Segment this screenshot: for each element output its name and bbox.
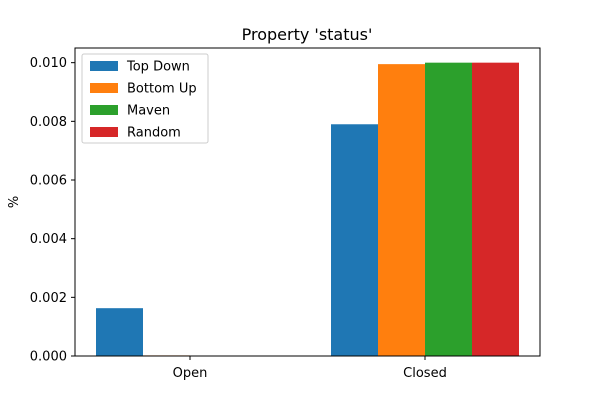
- y-tick-label: 0.002: [30, 291, 67, 306]
- x-tick-label: Closed: [403, 366, 447, 381]
- legend-label: Bottom Up: [127, 82, 197, 97]
- legend-swatch: [90, 127, 118, 137]
- bar-top-down-open: [96, 308, 143, 356]
- y-tick-label: 0.000: [30, 350, 67, 365]
- y-tick-label: 0.010: [30, 56, 67, 71]
- legend-label: Maven: [127, 104, 170, 119]
- y-axis-label: %: [7, 196, 22, 208]
- bars-group: [96, 62, 519, 357]
- axes-group: 0.000 0.002 0.004 0.006 0.008 0.010 Open Closed: [30, 47, 541, 381]
- y-tick-label: 0.004: [30, 232, 67, 247]
- bar-random-closed: [472, 62, 519, 357]
- legend: Top Down Bottom Up Maven Random: [81, 53, 209, 144]
- chart-title: Property 'status': [242, 25, 373, 44]
- bar-top-down-closed: [331, 124, 378, 357]
- legend-swatch: [90, 105, 118, 115]
- x-tick-label: Open: [173, 366, 208, 381]
- y-tick-label: 0.006: [30, 174, 67, 189]
- legend-label: Random: [127, 126, 181, 141]
- legend-box: [81, 53, 209, 144]
- y-tick-label: 0.008: [30, 115, 67, 130]
- legend-label: Top Down: [126, 60, 190, 75]
- bar-bottom-up-closed: [378, 64, 425, 356]
- plot-frame: [74, 47, 541, 357]
- legend-swatch: [90, 83, 118, 93]
- bar-maven-closed: [425, 62, 472, 357]
- legend-swatch: [90, 61, 118, 71]
